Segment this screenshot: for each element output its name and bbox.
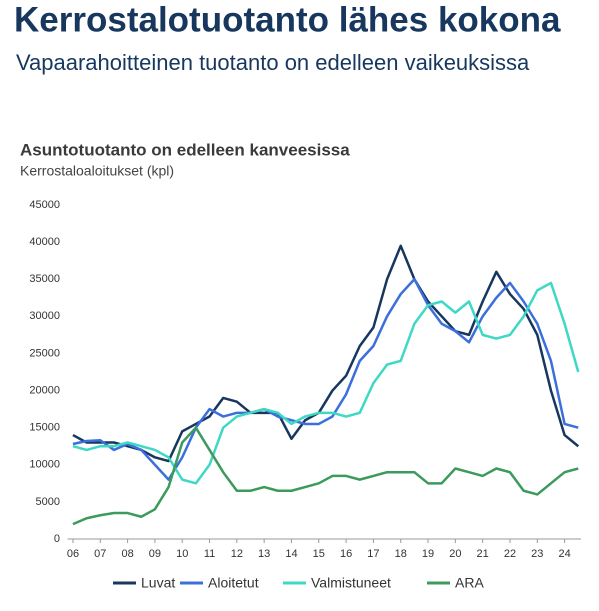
x-tick-label: 16: [340, 548, 352, 560]
x-tick-label: 20: [449, 548, 461, 560]
x-tick-label: 19: [422, 548, 434, 560]
x-tick-label: 07: [94, 548, 106, 560]
y-axis-label: Kerrostaloaloitukset (kpl): [20, 163, 174, 179]
legend-label: ARA: [455, 575, 484, 591]
chart-title: Asuntotuotanto on edelleen kanveesissa: [20, 140, 350, 159]
x-tick-label: 18: [395, 548, 407, 560]
legend-label: Luvat: [141, 575, 175, 591]
subheading: Vapaarahoitteinen tuotanto on edelleen v…: [16, 50, 530, 75]
x-tick-label: 21: [477, 548, 489, 560]
series-line: [72, 426, 579, 526]
y-tick-label: 25000: [29, 347, 60, 359]
y-tick-label: 30000: [29, 310, 60, 322]
x-tick-label: 11: [204, 548, 215, 560]
y-tick-label: 35000: [29, 273, 60, 285]
series-line: [72, 244, 580, 463]
y-tick-label: 0: [54, 533, 60, 545]
x-tick-label: 14: [285, 548, 297, 560]
x-tick-label: 12: [231, 548, 243, 560]
legend-label: Aloitetut: [208, 575, 259, 591]
y-tick-label: 15000: [29, 422, 60, 434]
legend-label: Valmistuneet: [311, 575, 391, 591]
y-tick-label: 40000: [29, 236, 60, 248]
y-tick-label: 20000: [29, 384, 60, 396]
y-tick-label: 10000: [29, 459, 60, 471]
y-tick-label: 45000: [29, 199, 60, 211]
x-tick-label: 08: [121, 548, 133, 560]
y-tick-label: 5000: [36, 496, 60, 508]
x-tick-label: 15: [313, 548, 325, 560]
series-line: [72, 281, 580, 485]
x-tick-label: 09: [149, 548, 161, 560]
x-tick-label: 17: [367, 548, 379, 560]
x-tick-label: 24: [558, 548, 570, 560]
x-tick-label: 13: [258, 548, 270, 560]
series-line: [72, 277, 579, 481]
x-tick-label: 23: [531, 548, 543, 560]
heading: Kerrostalotuotanto lähes kokona: [14, 0, 561, 39]
x-tick-label: 22: [504, 548, 516, 560]
x-tick-label: 10: [176, 548, 188, 560]
x-tick-label: 06: [67, 548, 79, 560]
